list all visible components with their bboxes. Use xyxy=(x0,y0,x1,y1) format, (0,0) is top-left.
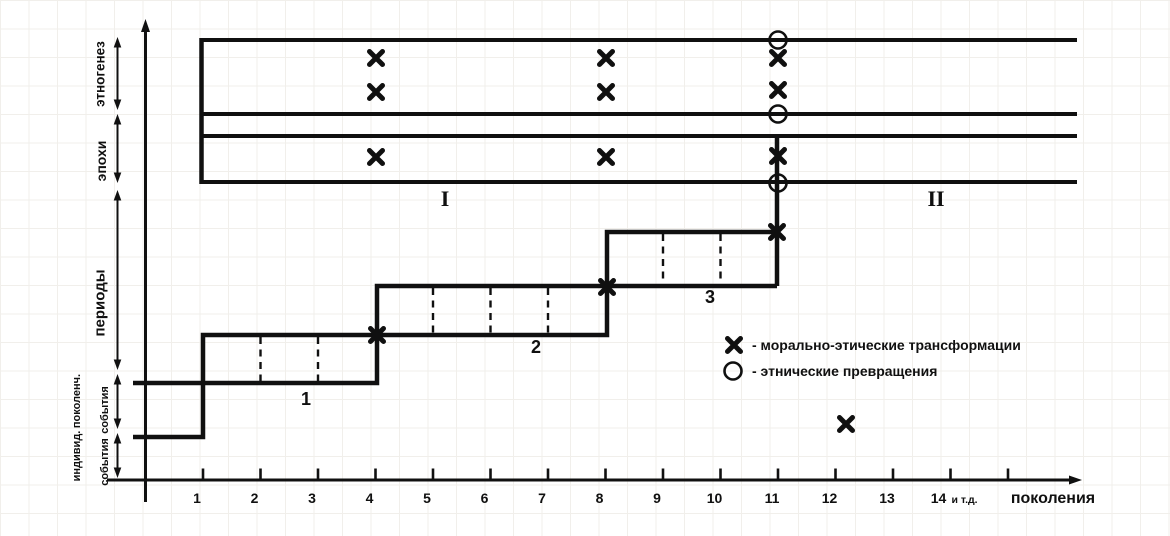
y-label-epochs: эпохи xyxy=(93,141,109,182)
circle-marker xyxy=(768,173,788,193)
x-marker xyxy=(600,151,613,164)
dashed-separators xyxy=(259,234,722,381)
legend-x-marker-icon xyxy=(728,339,741,352)
y-label-individual: индивид. xyxy=(71,431,83,482)
legend: - морально-этические трансформации - этн… xyxy=(723,337,1021,381)
x-marker xyxy=(600,86,613,99)
ethnogenesis-bands xyxy=(199,38,1077,184)
y-span-arrows xyxy=(113,37,122,478)
y-label-events-lower: события xyxy=(99,438,111,486)
x-tick-etc-label: и т.д. xyxy=(952,494,978,506)
x-tick-label: 6 xyxy=(481,490,489,506)
x-tick-label: 14 xyxy=(931,490,947,506)
x-axis-arrowhead xyxy=(1069,475,1082,485)
circle-marker xyxy=(768,30,788,50)
step-label-1: 1 xyxy=(301,389,311,409)
x-tick-label: 1 xyxy=(193,490,201,506)
step-label-2: 2 xyxy=(531,337,541,357)
legend-item-transformations: - морально-этические трансформации xyxy=(752,337,1021,353)
x-tick-label: 4 xyxy=(366,490,374,506)
legend-circle-marker-icon xyxy=(723,361,743,381)
region-label-I: I xyxy=(441,186,450,211)
span-arrowhead-up xyxy=(113,374,122,385)
x-marker xyxy=(772,84,785,97)
step-label-3: 3 xyxy=(705,287,715,307)
x-tick-label: 8 xyxy=(596,490,604,506)
x-tick-label: 12 xyxy=(822,490,838,506)
y-label-generational: поколенч. xyxy=(71,374,83,428)
legend-item-conversions: - этнические превращения xyxy=(752,363,937,379)
span-arrowhead-up xyxy=(113,433,122,444)
span-arrowhead-down xyxy=(113,99,122,110)
x-tick-label: 2 xyxy=(251,490,259,506)
x-tick-label: 5 xyxy=(423,490,431,506)
y-axis-arrowhead xyxy=(141,19,150,32)
event-markers xyxy=(370,30,853,431)
region-label-II: II xyxy=(927,186,944,211)
x-tick-label: 11 xyxy=(765,490,780,506)
staircase-lower xyxy=(133,229,777,440)
circle-marker xyxy=(768,104,788,124)
y-label-events-upper: события xyxy=(99,386,111,434)
x-tick-label: 10 xyxy=(707,490,723,506)
x-marker xyxy=(840,418,853,431)
span-arrowhead-down xyxy=(113,467,122,478)
y-label-ethnogenesis: этногенез xyxy=(93,41,108,107)
x-tick-label: 7 xyxy=(538,490,546,506)
span-arrowhead-up xyxy=(113,37,122,48)
x-axis-title: поколения xyxy=(1011,490,1095,507)
span-arrowhead-up xyxy=(113,190,122,201)
x-tick-label: 13 xyxy=(879,490,895,506)
x-tick-label: 3 xyxy=(308,490,316,506)
x-tick-label: 9 xyxy=(653,490,661,506)
span-arrowhead-down xyxy=(113,418,122,429)
y-label-periods: периоды xyxy=(91,269,108,336)
span-arrowhead-down xyxy=(113,172,122,183)
axes: 1 2 3 4 5 6 7 8 9 10 11 12 13 14 и т.д. xyxy=(107,19,1082,506)
span-arrowhead-up xyxy=(113,114,122,125)
span-arrowhead-down xyxy=(113,359,122,370)
